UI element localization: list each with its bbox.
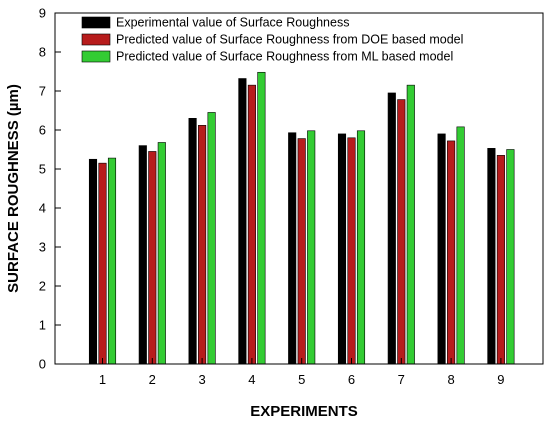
x-tick-label: 4: [248, 372, 255, 387]
bar-series-3-exp-5: [307, 130, 316, 365]
x-tick-label: 3: [198, 372, 205, 387]
y-tick-label: 9: [39, 6, 46, 21]
bar-series-1-exp-9: [487, 148, 496, 365]
bar-series-3-exp-2: [157, 142, 166, 365]
legend-label-2: Predicted value of Surface Roughness fro…: [116, 33, 463, 47]
y-tick-label: 8: [39, 45, 46, 60]
bar-series-3-exp-7: [406, 84, 415, 365]
bar-series-3-exp-9: [506, 149, 515, 365]
x-tick-label: 1: [99, 372, 106, 387]
legend-label-3: Predicted value of Surface Roughness fro…: [116, 50, 453, 64]
plot-frame: [54, 12, 544, 365]
bar-series-2-exp-5: [297, 138, 306, 365]
bar-series-3-exp-4: [257, 71, 266, 365]
legend-swatch-3: [81, 50, 111, 63]
y-axis: 0 1 2 3 4 5 6 7 8 9: [39, 6, 61, 372]
bar-series-3-exp-8: [456, 126, 465, 365]
bar-series-2-exp-1: [98, 162, 107, 365]
bar-series-1-exp-2: [138, 145, 147, 365]
x-tick-label: 9: [497, 372, 504, 387]
bar-series-3-exp-1: [107, 157, 117, 365]
x-tick-label: 2: [149, 372, 156, 387]
x-tick-label: 8: [447, 372, 454, 387]
x-axis: 1 2 3 4 5 6 7 8 9: [99, 358, 505, 387]
bar-series-1-exp-6: [337, 133, 347, 365]
bar-series-3-exp-6: [356, 130, 366, 365]
legend: Experimental value of Surface Roughness P…: [81, 16, 463, 64]
bar-series-2-exp-4: [247, 84, 256, 365]
bar-series-1-exp-1: [88, 158, 98, 365]
bars-group: [88, 71, 515, 365]
y-tick-label: 5: [39, 162, 46, 177]
y-axis-title: SURFACE ROUGHNESS (µm): [5, 84, 22, 293]
y-tick-label: 1: [39, 318, 46, 333]
y-tick-label: 6: [39, 123, 46, 138]
legend-label-1: Experimental value of Surface Roughness: [116, 16, 349, 30]
y-tick-label: 7: [39, 84, 46, 99]
x-tick-label: 6: [348, 372, 355, 387]
x-axis-title: EXPERIMENTS: [250, 403, 358, 420]
y-tick-label: 4: [39, 201, 46, 216]
bar-series-2-exp-3: [198, 125, 207, 365]
bar-series-1-exp-4: [238, 78, 247, 365]
bar-series-2-exp-8: [447, 140, 456, 365]
bar-series-1-exp-3: [188, 118, 197, 365]
bar-series-2-exp-9: [496, 155, 505, 365]
bar-series-2-exp-6: [347, 137, 356, 365]
bar-series-1-exp-8: [437, 133, 446, 365]
bar-series-2-exp-7: [397, 99, 406, 365]
x-tick-label: 7: [398, 372, 405, 387]
bar-series-1-exp-7: [387, 92, 396, 365]
y-tick-label: 0: [39, 357, 46, 372]
y-tick-label: 3: [39, 240, 46, 255]
y-tick-label: 2: [39, 279, 46, 294]
bar-series-3-exp-3: [207, 112, 216, 365]
legend-swatch-1: [81, 16, 111, 29]
bar-series-2-exp-2: [148, 151, 157, 365]
bar-series-1-exp-5: [288, 132, 297, 365]
legend-swatch-2: [81, 33, 111, 46]
x-tick-label: 5: [298, 372, 305, 387]
